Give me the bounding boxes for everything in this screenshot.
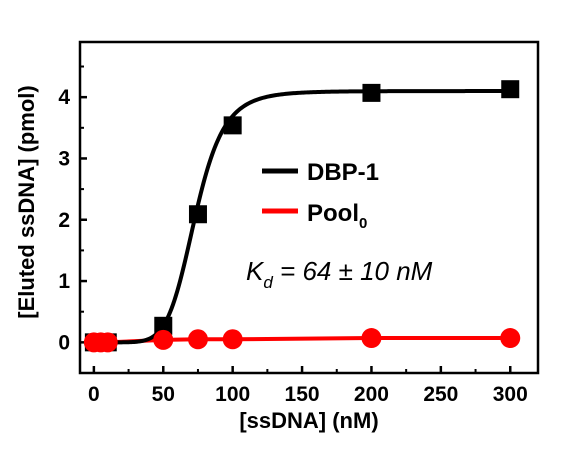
kd-annotation: Kd = 64 ± 10 nM: [246, 256, 433, 292]
plot-border: [78, 40, 540, 375]
x-tick-label: 200: [354, 383, 389, 406]
y-axis-title: [Eluted ssDNA] (pmol): [14, 85, 39, 318]
plot-frame: [78, 40, 540, 375]
y-tick-label: 4: [58, 86, 70, 109]
pool0-point: [187, 329, 208, 350]
x-tick-label: 150: [285, 383, 320, 406]
pool0-point: [222, 329, 243, 350]
x-tick-label: 300: [493, 383, 528, 406]
legend-label-pool0: Pool0: [307, 200, 367, 232]
dbp1-point: [188, 205, 207, 224]
legend: DBP-1 Pool0: [262, 159, 379, 232]
y-tick-label: 1: [58, 270, 70, 293]
x-axis-title: [ssDNA] (nM): [239, 408, 378, 433]
y-tick-label: 3: [58, 147, 70, 170]
pool0-point: [153, 329, 174, 350]
legend-pool-subscript: 0: [359, 215, 367, 232]
dbp1-point: [501, 80, 520, 99]
legend-label-dbp1: DBP-1: [307, 159, 379, 186]
pool0-point: [97, 332, 118, 353]
y-tick-label: 2: [58, 209, 70, 232]
x-tick-label: 50: [152, 383, 175, 406]
y-tick-label: 0: [58, 331, 70, 354]
x-tick-label: 100: [215, 383, 250, 406]
dbp1-point: [154, 316, 173, 335]
kd-value: = 64 ± 10 nM: [273, 256, 433, 286]
kd-subscript: d: [263, 273, 273, 292]
pool0-point: [361, 328, 382, 349]
x-tick-label: 0: [88, 383, 100, 406]
x-axis-ticks: 0 50 100 150 200 250 300: [88, 366, 528, 406]
y-axis-ticks: 0 1 2 3 4: [58, 65, 87, 354]
kd-symbol: K: [246, 256, 265, 286]
dbp1-point: [223, 116, 242, 135]
x-tick-label: 250: [423, 383, 458, 406]
dbp1-point: [362, 83, 381, 102]
series-layer: [83, 80, 521, 353]
legend-pool-name: Pool: [307, 200, 359, 227]
dbp1-fit-curve: [93, 89, 511, 345]
pool0-point: [500, 328, 521, 349]
